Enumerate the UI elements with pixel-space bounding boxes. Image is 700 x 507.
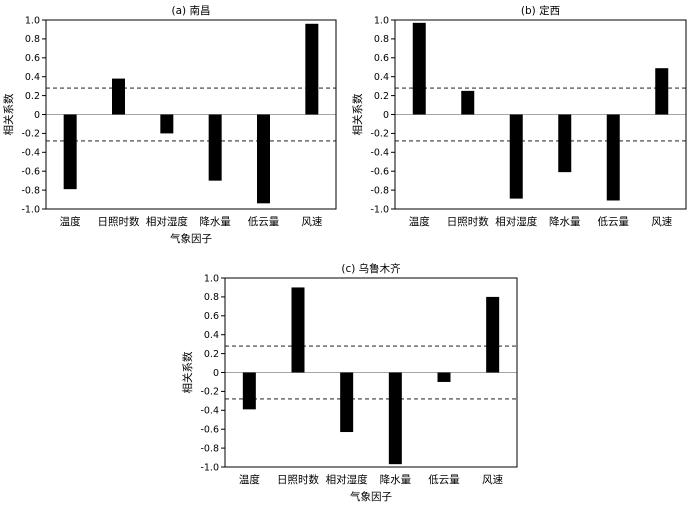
chart-a-x-category-label-2: 相对湿度 xyxy=(146,215,188,228)
chart-b-x-category-label-0: 温度 xyxy=(409,215,430,228)
chart-b-x-category-label-4: 低云量 xyxy=(598,215,630,228)
chart-a-y-tick-label-4: 0.2 xyxy=(25,91,40,102)
chart-c-x-category-label-3: 降水量 xyxy=(380,473,412,486)
chart-b-x-category-label-3: 降水量 xyxy=(549,215,581,228)
chart-b-x-category-label-2: 相对湿度 xyxy=(495,215,537,228)
chart-a-y-tick-label-2: 0.6 xyxy=(25,53,40,64)
chart-c-x-category-label-4: 低云量 xyxy=(428,473,460,486)
chart-c-y-tick-label-5: 0 xyxy=(213,368,219,379)
chart-a-y-tick-label-7: -0.4 xyxy=(21,148,40,159)
chart-c-y-tick-label-1: 0.8 xyxy=(204,292,219,303)
chart-a-y-tick-label-0: 1.0 xyxy=(25,15,40,26)
chart-a-y-tick-label-1: 0.8 xyxy=(25,34,40,45)
chart-b-x-category-label-1: 日照时数 xyxy=(447,215,489,228)
chart-c-bar-1 xyxy=(291,287,305,373)
chart-b-y-tick-label-6: -0.2 xyxy=(370,129,389,140)
chart-a-x-category-label-4: 低云量 xyxy=(248,215,280,228)
chart-a-x-category-label-1: 日照时数 xyxy=(98,215,140,228)
chart-c-y-tick-label-10: -1.0 xyxy=(200,462,219,473)
chart-a-bar-2 xyxy=(160,114,174,134)
chart-a-title: (a) 南昌 xyxy=(172,4,211,17)
chart-a-y-tick-label-3: 0.4 xyxy=(25,72,40,83)
chart-c-y-tick-label-9: -0.8 xyxy=(200,443,219,454)
chart-a-bar-0 xyxy=(63,114,77,190)
chart-b-y-tick-label-10: -1.0 xyxy=(370,204,389,215)
chart-b-bar-5 xyxy=(655,68,669,115)
chart-c-x-category-label-1: 日照时数 xyxy=(277,473,319,486)
chart-c-bar-2 xyxy=(340,372,354,433)
chart-c-y-tick-label-3: 0.4 xyxy=(204,330,219,341)
chart-c-x-category-label-5: 风速 xyxy=(482,474,503,486)
chart-a-y-axis-title: 相关系数 xyxy=(2,93,15,135)
chart-a-bar-4 xyxy=(257,114,270,204)
chart-c-title: (c) 乌鲁木齐 xyxy=(341,262,401,275)
chart-c-y-axis-title: 相关系数 xyxy=(181,351,194,393)
chart-b-bar-3 xyxy=(558,114,572,173)
chart-a-bar-1 xyxy=(112,78,125,115)
chart-a-y-tick-label-9: -0.8 xyxy=(21,185,40,196)
chart-b-x-category-label-5: 风速 xyxy=(651,216,672,228)
chart-c-x-axis-title: 气象因子 xyxy=(350,490,392,503)
chart-b-bar-0 xyxy=(412,22,426,115)
chart-c-y-tick-label-8: -0.6 xyxy=(200,425,219,436)
chart-c-y-tick-label-2: 0.6 xyxy=(204,311,219,322)
chart-a-x-category-label-0: 温度 xyxy=(60,215,81,228)
chart-c-bar-0 xyxy=(242,372,256,410)
chart-b-y-tick-label-4: 0.2 xyxy=(374,91,389,102)
chart-b-y-tick-label-5: 0 xyxy=(383,110,389,121)
chart-a-y-tick-label-10: -1.0 xyxy=(21,204,40,215)
chart-a-y-tick-label-6: -0.2 xyxy=(21,129,40,140)
chart-a-bar-5 xyxy=(305,23,319,115)
chart-b-y-tick-label-2: 0.6 xyxy=(374,53,389,64)
chart-b-y-tick-label-1: 0.8 xyxy=(374,34,389,45)
chart-b-y-tick-label-0: 1.0 xyxy=(374,15,389,26)
chart-a-x-category-label-5: 风速 xyxy=(301,216,322,228)
chart-c-bar-4 xyxy=(437,372,451,382)
chart-c-y-tick-label-6: -0.2 xyxy=(200,387,219,398)
chart-c-bar-5 xyxy=(486,296,500,373)
chart-a-y-tick-label-5: 0 xyxy=(34,110,40,121)
chart-c-bar-3 xyxy=(388,372,402,465)
chart-a-x-category-label-3: 降水量 xyxy=(199,215,231,228)
chart-a-bar-3 xyxy=(208,114,222,181)
chart-b-y-axis-title: 相关系数 xyxy=(351,93,364,135)
chart-b-bar-2 xyxy=(509,114,523,199)
chart-c-x-category-label-2: 相对湿度 xyxy=(326,473,368,486)
chart-b-y-tick-label-7: -0.4 xyxy=(370,148,389,159)
chart-c-y-tick-label-7: -0.4 xyxy=(200,406,219,417)
chart-c-x-category-label-0: 温度 xyxy=(239,473,260,486)
chart-a-y-tick-label-8: -0.6 xyxy=(21,167,40,178)
chart-c-y-tick-label-4: 0.2 xyxy=(204,349,219,360)
chart-b-bar-1 xyxy=(461,90,475,115)
chart-b-y-tick-label-8: -0.6 xyxy=(370,167,389,178)
chart-c-y-tick-label-0: 1.0 xyxy=(204,273,219,284)
chart-b-y-tick-label-9: -0.8 xyxy=(370,185,389,196)
chart-b-bar-4 xyxy=(606,114,620,201)
chart-a-x-axis-title: 气象因子 xyxy=(170,232,212,245)
chart-b-y-tick-label-3: 0.4 xyxy=(374,72,389,83)
chart-b-title: (b) 定西 xyxy=(521,4,560,17)
